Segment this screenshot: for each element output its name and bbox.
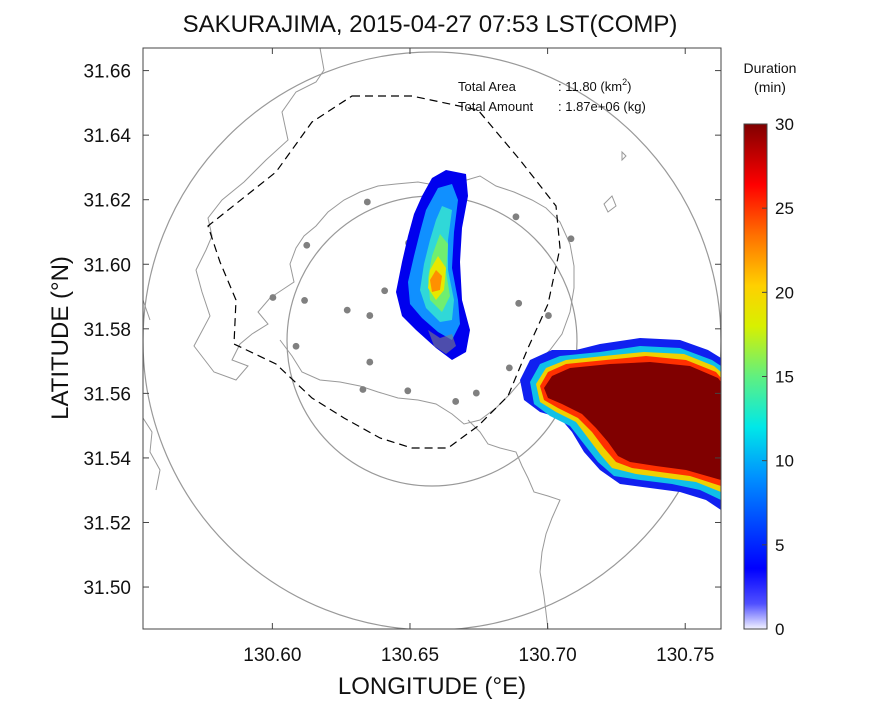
island-east [603, 150, 627, 213]
station-marker [269, 294, 277, 301]
station-marker [567, 235, 575, 243]
total-area-value: : 11.80 (km2) [558, 77, 631, 94]
station-marker [292, 342, 300, 350]
colorbar-tick-label: 20 [775, 283, 794, 302]
total-amount-label: Total Amount [458, 99, 534, 114]
y-tick-label: 31.54 [83, 449, 131, 470]
station-markers [269, 198, 575, 405]
x-tick-label: 130.75 [656, 645, 714, 666]
station-marker [404, 387, 412, 395]
y-tick-label: 31.62 [83, 191, 131, 212]
y-axis-label: LATITUDE (°N) [47, 256, 74, 420]
range-circle-outer [143, 51, 721, 629]
plot-frame [142, 47, 722, 630]
total-amount-value: : 1.87e+06 (kg) [558, 99, 646, 114]
chart-title: SAKURAJIMA, 2015-04-27 07:53 LST(COMP) [183, 11, 678, 38]
restricted-zone-boundary [207, 95, 561, 449]
station-marker [515, 299, 523, 307]
x-tick-label: 130.65 [381, 645, 439, 666]
colorbar-tick-label: 30 [775, 115, 794, 134]
colorbar-tick-label: 0 [775, 620, 784, 639]
station-marker [366, 312, 374, 319]
plume-north [396, 170, 470, 360]
x-tick-label: 130.70 [519, 645, 577, 666]
x-tick-label: 130.60 [243, 645, 301, 666]
coastline-south [467, 419, 561, 629]
station-marker [472, 389, 480, 397]
y-tick-label: 31.60 [83, 255, 131, 276]
station-marker [301, 297, 308, 304]
colorbar-ticks: 30 25 20 15 10 5 0 [762, 115, 794, 639]
colorbar-tick-label: 15 [775, 368, 794, 387]
station-marker [505, 364, 513, 372]
colorbar-tick-label: 5 [775, 536, 784, 555]
y-tick-label: 31.64 [83, 126, 131, 147]
plume-southeast [520, 338, 721, 510]
station-marker [545, 312, 552, 319]
x-axis-ticks: 130.60 130.65 130.70 130.75 [243, 48, 714, 666]
y-axis-ticks: 31.66 31.64 31.62 31.60 31.58 31.56 31.54 31.52… [83, 62, 721, 599]
station-marker [343, 306, 351, 314]
y-tick-label: 31.50 [83, 578, 131, 599]
station-marker [359, 386, 367, 393]
station-marker [363, 198, 371, 206]
total-area-label: Total Area [458, 79, 517, 94]
station-marker [366, 358, 374, 366]
station-marker [303, 241, 311, 249]
station-marker [452, 398, 460, 405]
y-tick-label: 31.66 [83, 62, 131, 83]
y-tick-label: 31.58 [83, 320, 131, 341]
colorbar-tick-label: 10 [775, 452, 794, 471]
coastline [193, 48, 575, 425]
colorbar-title: Duration [744, 60, 797, 76]
info-box: Total Area : 11.80 (km2) Total Amount : … [458, 77, 646, 114]
y-tick-label: 31.56 [83, 384, 131, 405]
station-marker [512, 213, 520, 221]
colorbar-unit: (min) [754, 79, 786, 95]
station-marker [381, 287, 389, 295]
coastline-west [143, 299, 161, 491]
y-tick-label: 31.52 [83, 513, 131, 534]
colorbar: Duration (min) 30 25 20 15 10 5 0 [743, 60, 797, 639]
colorbar-tick-label: 25 [775, 199, 794, 218]
x-axis-label: LONGITUDE (°E) [338, 673, 526, 700]
